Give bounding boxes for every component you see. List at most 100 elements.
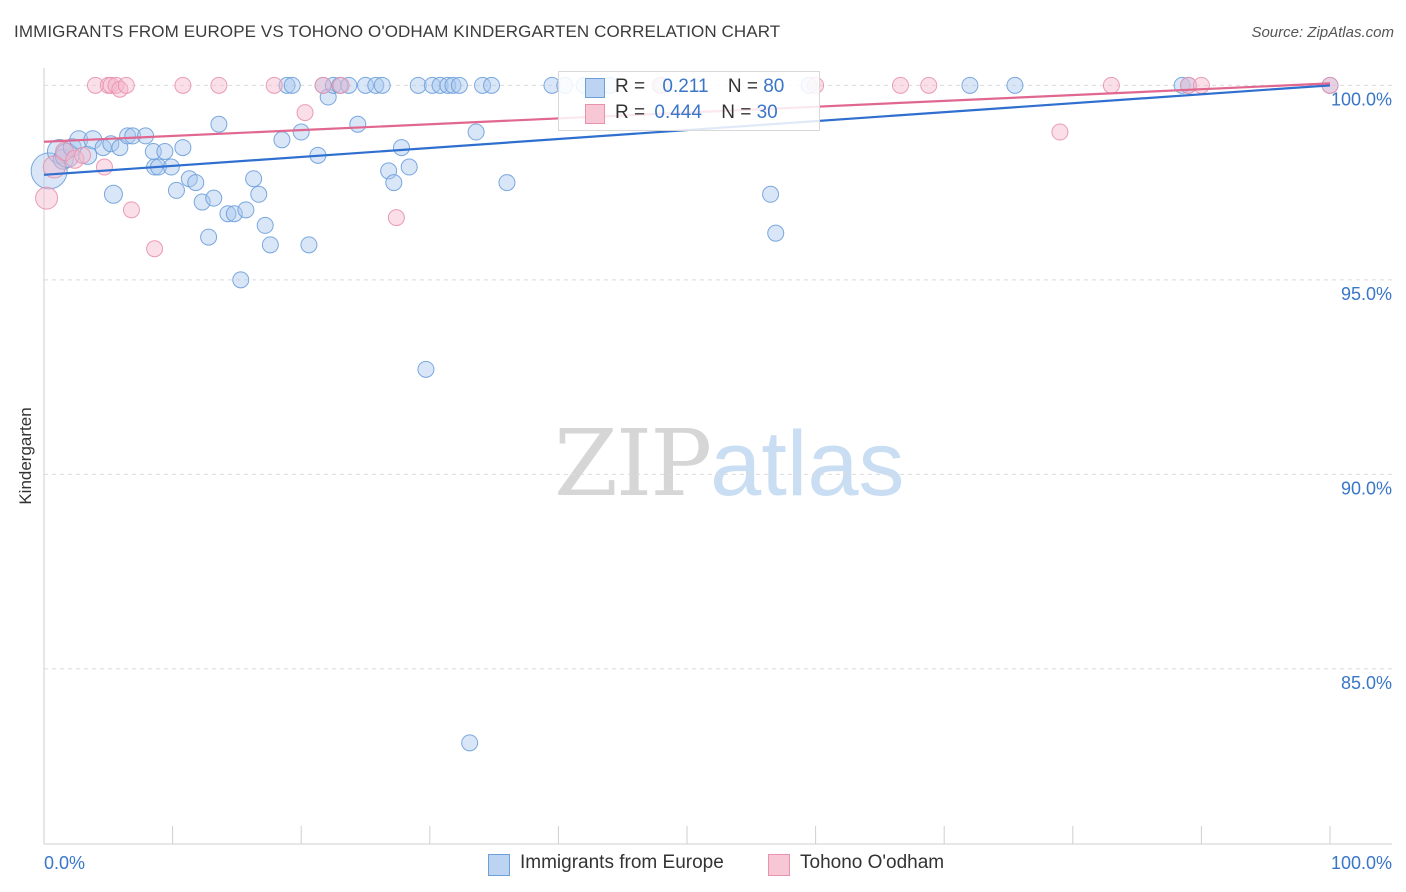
data-point <box>385 174 403 192</box>
legend-n-label: N = <box>727 76 758 97</box>
data-point <box>102 76 120 94</box>
series-legend-blue: Immigrants from Europe <box>488 852 724 876</box>
data-point <box>95 158 113 176</box>
data-point <box>767 224 785 242</box>
data-point <box>314 76 332 94</box>
data-point <box>156 142 174 160</box>
y-tick-label: 95.0% <box>1341 284 1392 304</box>
data-point <box>1192 76 1210 94</box>
stats-legend: R = 0.211 N = 80 R = 0.444 N = 30 <box>558 71 820 131</box>
data-point <box>119 127 137 145</box>
y-axis-label: Kindergarten <box>16 407 35 505</box>
data-point <box>250 185 268 203</box>
x-tick-label: 0.0% <box>44 853 85 873</box>
legend-row-pink: R = 0.444 N = 30 <box>615 102 778 126</box>
data-point <box>920 76 938 94</box>
data-point <box>205 189 223 207</box>
data-point <box>30 152 68 190</box>
data-point <box>439 76 457 94</box>
legend-row-blue: R = 0.211 N = 80 <box>615 76 784 100</box>
data-point <box>210 115 228 133</box>
data-point <box>461 734 479 752</box>
data-point <box>265 76 283 94</box>
data-point <box>187 174 205 192</box>
data-point <box>232 271 250 289</box>
data-point <box>498 174 516 192</box>
data-point <box>245 170 263 188</box>
legend-swatch-blue <box>585 78 605 98</box>
data-point <box>174 76 192 94</box>
legend-r-label: R = <box>615 76 646 97</box>
data-point <box>256 216 274 234</box>
data-point <box>444 76 462 94</box>
legend-n-value: 30 <box>756 102 778 123</box>
x-tick-label: 100.0% <box>1331 853 1392 873</box>
data-point <box>219 205 237 223</box>
data-point <box>467 123 485 141</box>
data-point <box>122 201 140 219</box>
data-point <box>332 76 350 94</box>
series-legend-pink: Tohono O'odham <box>768 852 945 876</box>
watermark-atlas: atlas <box>710 413 905 515</box>
data-point <box>417 360 435 378</box>
series-swatch-pink <box>768 854 790 876</box>
data-point <box>174 139 192 157</box>
data-point <box>300 236 318 254</box>
data-point <box>762 185 780 203</box>
data-point <box>167 181 185 199</box>
data-point <box>474 76 492 94</box>
data-point <box>891 76 909 94</box>
series-name-pink: Tohono O'odham <box>800 852 945 873</box>
data-point <box>35 186 59 210</box>
watermark: ZIPatlas <box>554 410 905 517</box>
data-point <box>373 76 391 94</box>
series-name-blue: Immigrants from Europe <box>520 852 724 873</box>
data-point <box>78 145 98 165</box>
data-point <box>261 236 279 254</box>
data-point <box>1051 123 1069 141</box>
data-point <box>292 123 310 141</box>
source-credit: Source: ZipAtlas.com <box>1251 24 1394 41</box>
legend-swatch-pink <box>585 104 605 124</box>
legend-n-value: 80 <box>763 76 785 97</box>
data-point <box>367 76 385 94</box>
y-tick-label: 85.0% <box>1341 673 1392 693</box>
data-point <box>409 76 427 94</box>
axis-layer <box>43 68 1392 845</box>
y-tick-label: 100.0% <box>1331 89 1392 109</box>
data-point <box>111 139 129 157</box>
data-point <box>296 104 314 122</box>
data-point <box>210 76 228 94</box>
data-point <box>483 76 501 94</box>
data-point <box>393 139 411 157</box>
data-point <box>349 115 367 133</box>
data-point <box>387 209 405 227</box>
data-point <box>74 146 92 164</box>
data-point <box>42 155 66 179</box>
series-swatch-blue <box>488 854 510 876</box>
data-point <box>65 149 85 169</box>
data-point <box>124 127 142 145</box>
data-point <box>961 76 979 94</box>
data-point <box>283 76 301 94</box>
tick-labels: 100.0% 95.0% 90.0% 85.0% 0.0% 100.0% <box>44 89 1392 873</box>
grid-layer <box>44 84 1392 670</box>
data-point <box>400 158 418 176</box>
data-point <box>278 76 296 94</box>
y-tick-label: 90.0% <box>1341 478 1392 498</box>
data-point <box>357 76 374 94</box>
data-point <box>103 184 123 204</box>
data-point <box>1006 76 1024 94</box>
legend-r-value: 0.444 <box>654 102 702 123</box>
data-point <box>273 131 291 149</box>
data-point <box>146 240 164 258</box>
chart-title: IMMIGRANTS FROM EUROPE VS TOHONO O'ODHAM… <box>14 22 781 41</box>
legend-n-label: N = <box>721 102 752 123</box>
legend-r-label: R = <box>615 102 646 123</box>
data-point <box>117 76 135 94</box>
legend-r-value: 0.211 <box>662 76 709 97</box>
data-point <box>450 76 468 94</box>
data-point <box>200 228 218 246</box>
data-point <box>86 76 104 94</box>
